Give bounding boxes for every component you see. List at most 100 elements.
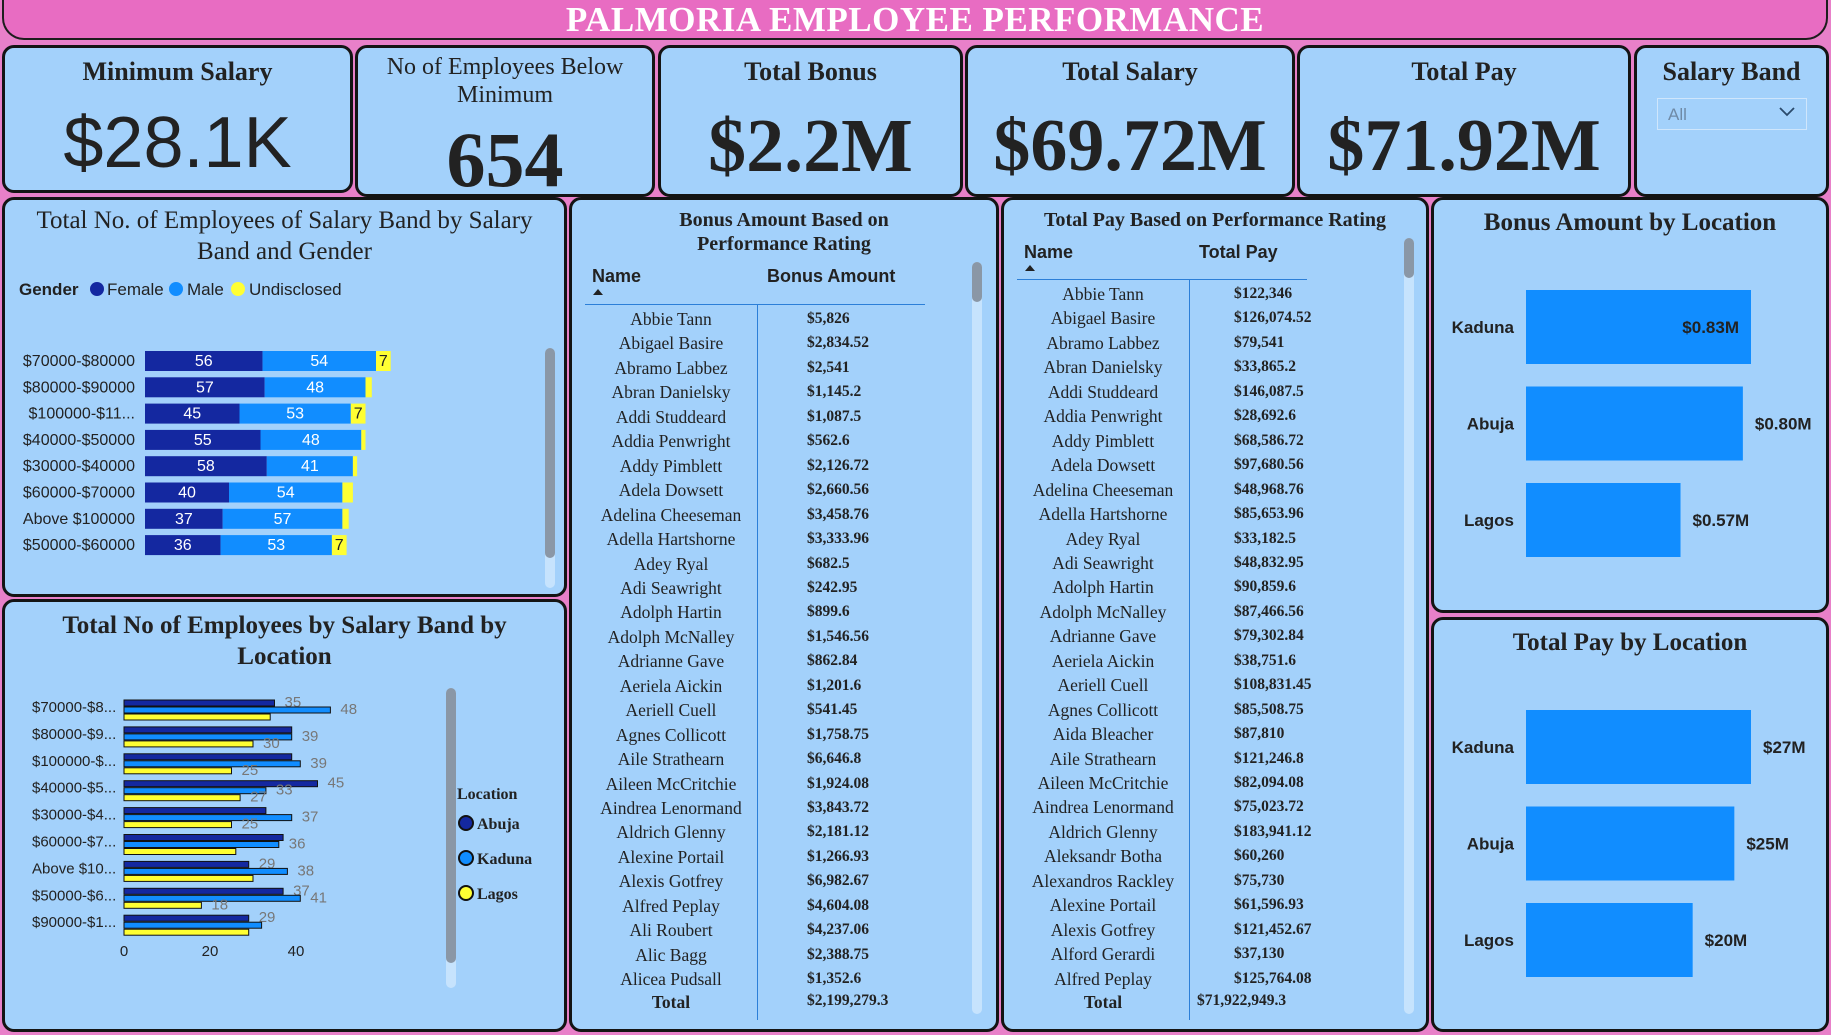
bar-segment-female[interactable] — [145, 377, 265, 398]
bar-segment-male[interactable] — [220, 535, 332, 556]
column-header-name[interactable]: Name — [1024, 242, 1074, 262]
table-row[interactable]: Abigael Basire $2,834.52 — [572, 329, 972, 353]
table-row[interactable]: Adolph McNalley $87,466.56 — [1004, 598, 1404, 622]
table-row[interactable]: Aeriell Cuell $108,831.45 — [1004, 671, 1404, 695]
bar[interactable] — [1526, 903, 1693, 977]
scrollbar-thumb[interactable] — [972, 262, 982, 302]
bar[interactable] — [1526, 386, 1743, 461]
bar-segment-male[interactable] — [222, 508, 343, 529]
bar-kaduna[interactable] — [123, 867, 288, 875]
table-row[interactable]: Aeriell Cuell $541.45 — [572, 696, 972, 720]
scrollbar-thumb[interactable] — [446, 688, 456, 963]
table-row[interactable]: Addy Pimblett $2,126.72 — [572, 452, 972, 476]
scrollbar-track[interactable] — [972, 262, 982, 1014]
table-row[interactable]: Adrianne Gave $79,302.84 — [1004, 622, 1404, 646]
table-row[interactable]: Alfred Peplay $125,764.08 — [1004, 965, 1404, 989]
bar-kaduna[interactable] — [123, 814, 293, 822]
table-row[interactable]: Aileen McCritchie $1,924.08 — [572, 770, 972, 794]
table-row[interactable]: Adela Dowsett $97,680.56 — [1004, 451, 1404, 475]
bar[interactable] — [1526, 710, 1751, 784]
column-header-total-pay[interactable]: Total Pay — [1199, 242, 1278, 262]
table-row[interactable]: Alexis Gotfrey $121,452.67 — [1004, 916, 1404, 940]
column-header-name[interactable]: Name — [592, 266, 642, 286]
bar-kaduna[interactable] — [123, 760, 301, 768]
bar-kaduna[interactable] — [123, 921, 263, 929]
table-row[interactable]: Addia Penwright $562.6 — [572, 427, 972, 451]
bar-segment-male[interactable] — [262, 351, 376, 371]
table-row[interactable]: Aldrich Glenny $183,941.12 — [1004, 818, 1404, 842]
bar-segment-female[interactable] — [145, 403, 240, 424]
table-row[interactable]: Aeriela Aickin $38,751.6 — [1004, 647, 1404, 671]
table-row[interactable]: Abran Danielsky $1,145.2 — [572, 378, 972, 402]
bar-segment-undisclosed[interactable] — [350, 403, 366, 424]
salary-band-dropdown[interactable]: All — [1657, 98, 1807, 130]
bar-abuja[interactable] — [123, 887, 284, 895]
bar-segment-male[interactable] — [266, 456, 353, 477]
table-row[interactable]: Alexis Gotfrey $6,982.67 — [572, 867, 972, 891]
table-row[interactable]: Abbie Tann $122,346 — [1004, 280, 1404, 304]
table-row[interactable]: Adi Seawright $48,832.95 — [1004, 549, 1404, 573]
table-row[interactable]: Abramo Labbez $2,541 — [572, 354, 972, 378]
table-row[interactable]: Adolph Hartin $90,859.6 — [1004, 573, 1404, 597]
table-row[interactable]: Adi Seawright $242.95 — [572, 574, 972, 598]
table-row[interactable]: Adey Ryal $33,182.5 — [1004, 525, 1404, 549]
table-row[interactable]: Adey Ryal $682.5 — [572, 550, 972, 574]
table-row[interactable]: Aileen McCritchie $82,094.08 — [1004, 769, 1404, 793]
bar-kaduna[interactable] — [123, 706, 331, 714]
bar-abuja[interactable] — [123, 807, 267, 815]
bar-segment-male[interactable] — [260, 429, 362, 450]
table-row[interactable]: Abbie Tann $5,826 — [572, 305, 972, 329]
bar-abuja[interactable] — [123, 726, 293, 734]
table-row[interactable]: Ali Roubert $4,237.06 — [572, 916, 972, 940]
table-row[interactable]: Abran Danielsky $33,865.2 — [1004, 353, 1404, 377]
bar-abuja[interactable] — [123, 860, 250, 868]
table-row[interactable]: Abramo Labbez $79,541 — [1004, 329, 1404, 353]
bar-segment-female[interactable] — [145, 508, 223, 529]
table-row[interactable]: Aindrea Lenormand $3,843.72 — [572, 794, 972, 818]
table-row[interactable]: Alexine Portail $61,596.93 — [1004, 891, 1404, 915]
bar-lagos[interactable] — [123, 767, 232, 775]
bar-segment-female[interactable] — [145, 351, 263, 371]
table-row[interactable]: Alic Bagg $2,388.75 — [572, 941, 972, 965]
table-row[interactable]: Aida Bleacher $87,810 — [1004, 720, 1404, 744]
scrollbar-thumb[interactable] — [1404, 238, 1414, 278]
bar-segment-male[interactable] — [264, 377, 366, 398]
bar-kaduna[interactable] — [123, 733, 293, 741]
table-row[interactable]: Alexandros Rackley $75,730 — [1004, 867, 1404, 891]
table-row[interactable]: Alicea Pudsall $1,352.6 — [572, 965, 972, 989]
bar-lagos[interactable] — [123, 874, 254, 882]
bar-segment-female[interactable] — [145, 535, 221, 556]
table-row[interactable]: Aldrich Glenny $2,181.12 — [572, 818, 972, 842]
table-row[interactable]: Adolph Hartin $899.6 — [572, 598, 972, 622]
table-row[interactable]: Adelina Cheeseman $48,968.76 — [1004, 476, 1404, 500]
column-header-bonus[interactable]: Bonus Amount — [767, 266, 896, 286]
table-row[interactable]: Addi Studdeard $1,087.5 — [572, 403, 972, 427]
bar-lagos[interactable] — [123, 821, 232, 829]
bar-lagos[interactable] — [123, 848, 237, 855]
table-row[interactable]: Addi Studdeard $146,087.5 — [1004, 378, 1404, 402]
bar-segment-female[interactable] — [145, 482, 229, 503]
bar[interactable] — [1526, 290, 1751, 364]
table-row[interactable]: Adelina Cheeseman $3,458.76 — [572, 501, 972, 525]
table-row[interactable]: Aile Strathearn $6,646.8 — [572, 745, 972, 769]
bar[interactable] — [1526, 806, 1735, 881]
bar-segment-male[interactable] — [239, 403, 351, 424]
table-row[interactable]: Adella Hartshorne $85,653.96 — [1004, 500, 1404, 524]
bar-segment-undisclosed[interactable] — [342, 482, 353, 503]
scrollbar-thumb[interactable] — [545, 348, 555, 558]
bar-abuja[interactable] — [123, 834, 284, 841]
bar-segment-female[interactable] — [145, 429, 261, 450]
bar-kaduna[interactable] — [123, 841, 280, 848]
bar-segment-undisclosed[interactable] — [352, 456, 358, 477]
scrollbar-track[interactable] — [1404, 238, 1414, 1014]
bar-abuja[interactable] — [123, 753, 293, 761]
table-row[interactable]: Addia Penwright $28,692.6 — [1004, 402, 1404, 426]
bar-segment-male[interactable] — [229, 482, 343, 503]
table-row[interactable]: Alexine Portail $1,266.93 — [572, 843, 972, 867]
bar-segment-female[interactable] — [145, 456, 267, 477]
table-row[interactable]: Alford Gerardi $37,130 — [1004, 940, 1404, 964]
bar-abuja[interactable] — [123, 699, 275, 707]
table-row[interactable]: Aeriela Aickin $1,201.6 — [572, 672, 972, 696]
table-row[interactable]: Aleksandr Botha $60,260 — [1004, 842, 1404, 866]
table-row[interactable]: Adela Dowsett $2,660.56 — [572, 476, 972, 500]
